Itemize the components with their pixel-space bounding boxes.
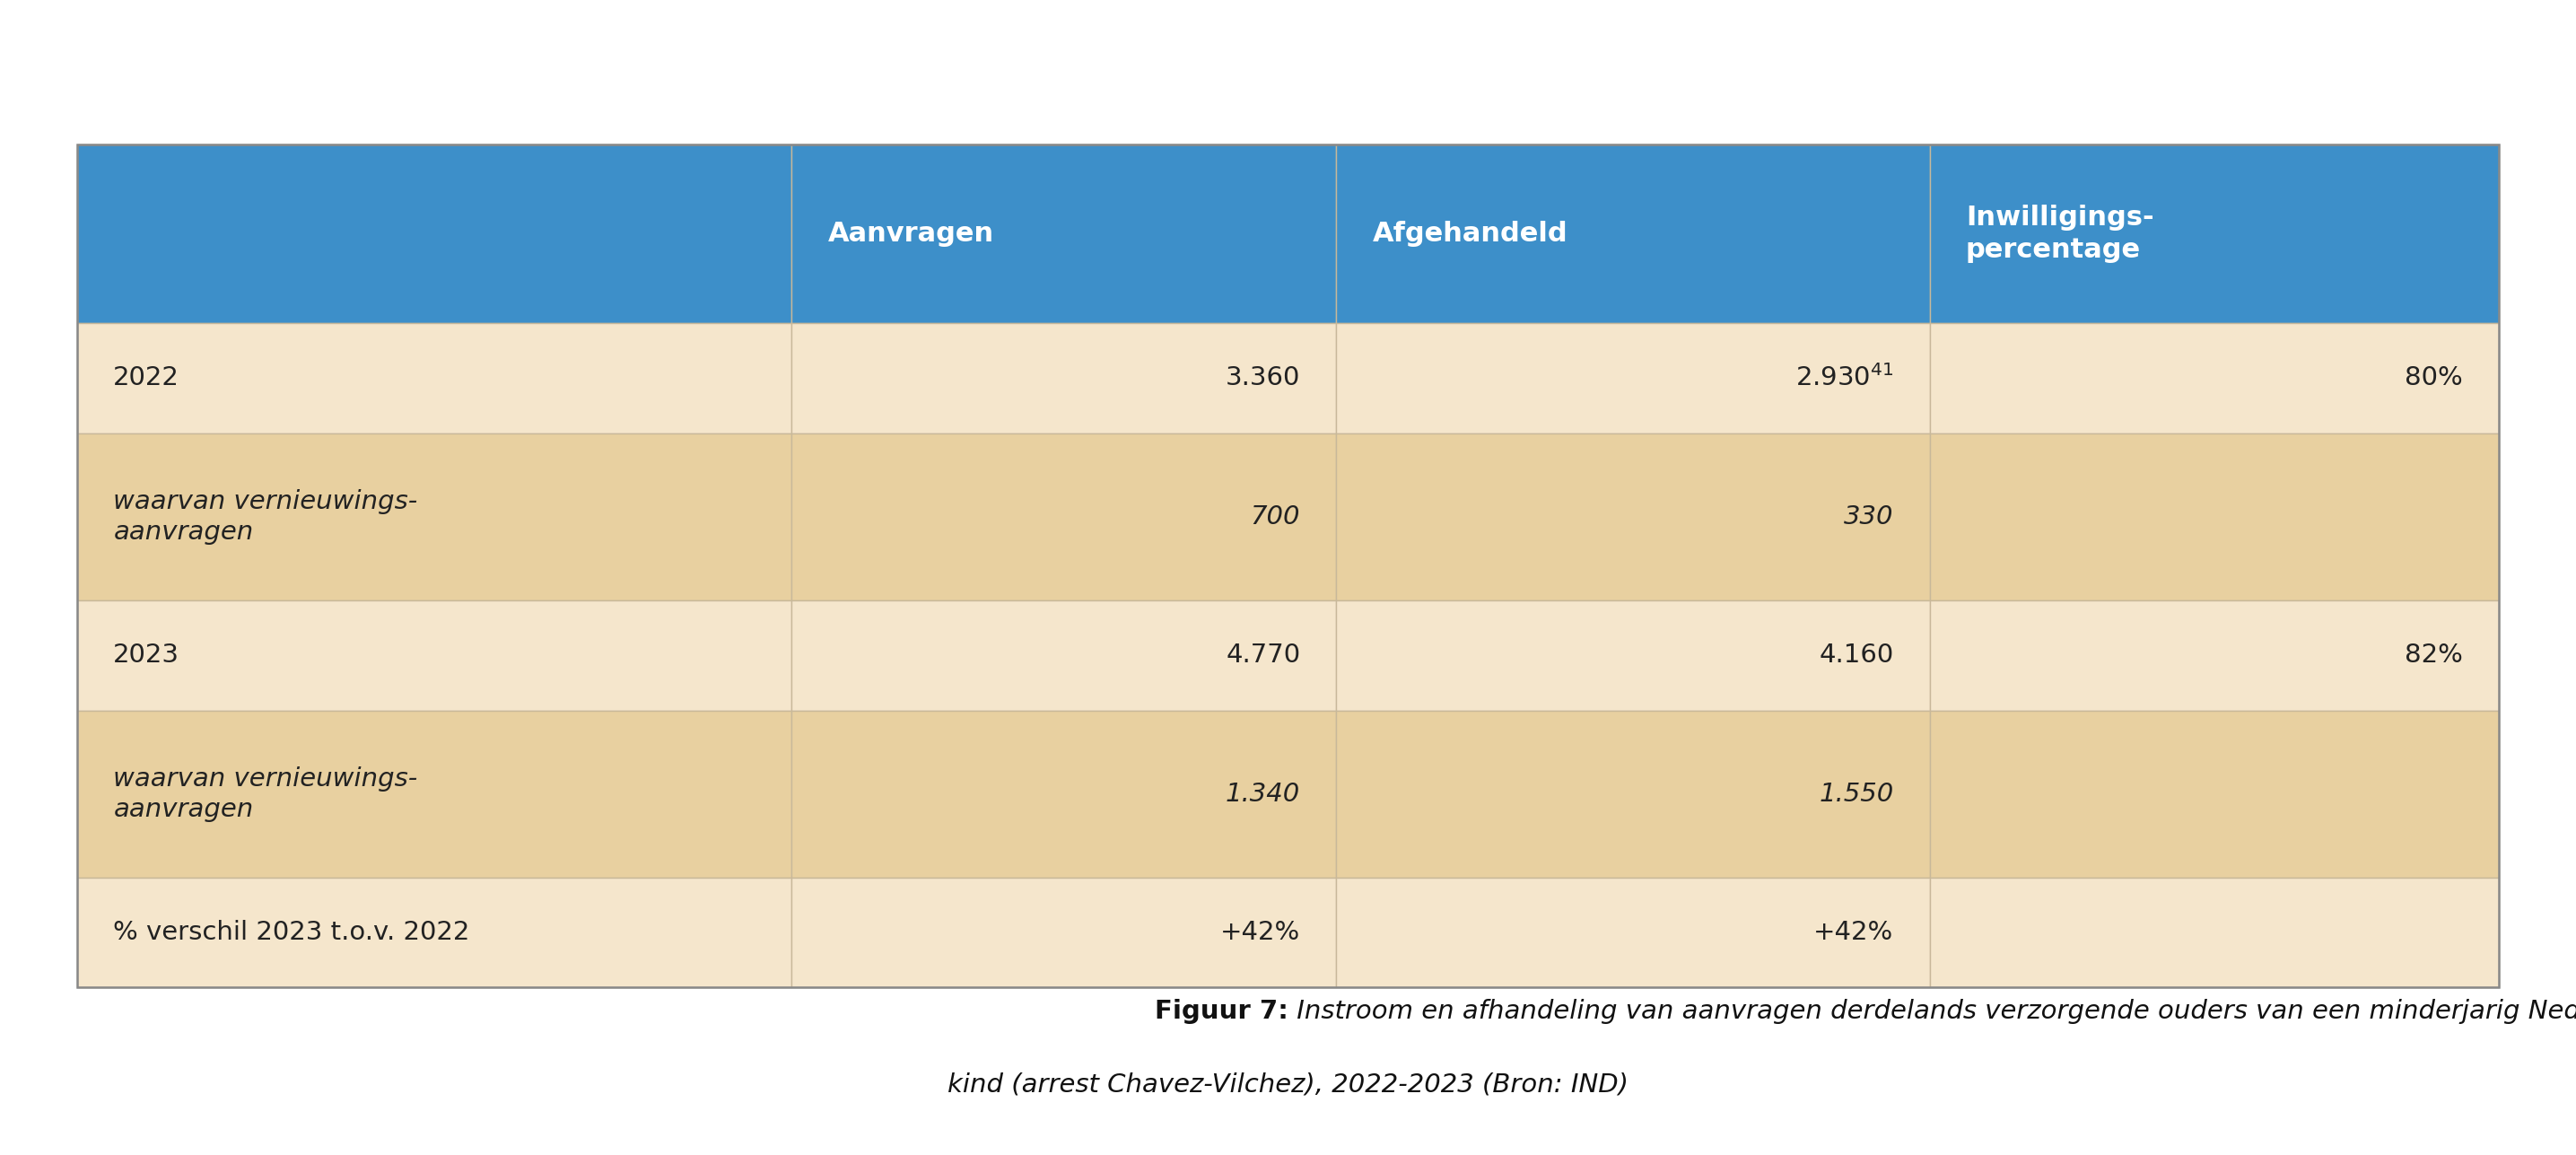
Bar bbox=[791, 710, 1337, 878]
Bar bbox=[1929, 323, 2499, 433]
Bar bbox=[1929, 878, 2499, 988]
Text: 80%: 80% bbox=[2403, 366, 2463, 390]
Text: waarvan vernieuwings-
aanvragen: waarvan vernieuwings- aanvragen bbox=[113, 767, 417, 821]
Bar bbox=[791, 144, 1337, 323]
Bar bbox=[791, 323, 1337, 433]
Text: Instroom en afhandeling van aanvragen derdelands verzorgende ouders van een mind: Instroom en afhandeling van aanvragen de… bbox=[1288, 999, 2576, 1024]
Bar bbox=[1337, 601, 1929, 710]
Text: 2.930$^{41}$: 2.930$^{41}$ bbox=[1795, 365, 1893, 392]
Bar bbox=[77, 144, 791, 323]
Text: 3.360: 3.360 bbox=[1226, 366, 1301, 390]
Bar bbox=[1337, 144, 1929, 323]
Text: 4.770: 4.770 bbox=[1226, 643, 1301, 668]
Text: 82%: 82% bbox=[2403, 643, 2463, 668]
Text: Figuur 7:: Figuur 7: bbox=[1154, 999, 1288, 1024]
Text: kind (arrest Chavez-Vilchez), 2022-2023 (Bron: IND): kind (arrest Chavez-Vilchez), 2022-2023 … bbox=[948, 1072, 1628, 1097]
Text: 1.340: 1.340 bbox=[1226, 782, 1301, 806]
Text: Afgehandeld: Afgehandeld bbox=[1373, 221, 1569, 247]
Text: 2022: 2022 bbox=[113, 366, 180, 390]
Text: Inwilligings-
percentage: Inwilligings- percentage bbox=[1965, 204, 2154, 263]
Bar bbox=[1929, 144, 2499, 323]
Bar bbox=[1929, 601, 2499, 710]
Bar bbox=[77, 601, 791, 710]
Text: +42%: +42% bbox=[1221, 921, 1301, 945]
Text: 1.550: 1.550 bbox=[1819, 782, 1893, 806]
Bar bbox=[791, 433, 1337, 601]
Bar bbox=[77, 144, 2499, 988]
Text: 4.160: 4.160 bbox=[1819, 643, 1893, 668]
Text: +42%: +42% bbox=[1814, 921, 1893, 945]
Bar bbox=[1929, 433, 2499, 601]
Bar bbox=[1929, 710, 2499, 878]
Bar bbox=[77, 323, 791, 433]
Text: 700: 700 bbox=[1249, 505, 1301, 529]
Bar bbox=[791, 601, 1337, 710]
Text: waarvan vernieuwings-
aanvragen: waarvan vernieuwings- aanvragen bbox=[113, 490, 417, 544]
Bar bbox=[1337, 323, 1929, 433]
Bar bbox=[1337, 710, 1929, 878]
Bar bbox=[77, 878, 791, 988]
Bar bbox=[1337, 433, 1929, 601]
Bar bbox=[791, 878, 1337, 988]
Bar bbox=[1337, 878, 1929, 988]
Text: 330: 330 bbox=[1844, 505, 1893, 529]
Bar bbox=[77, 710, 791, 878]
Text: 2023: 2023 bbox=[113, 643, 180, 668]
Bar bbox=[77, 433, 791, 601]
Text: % verschil 2023 t.o.v. 2022: % verschil 2023 t.o.v. 2022 bbox=[113, 921, 469, 945]
Text: Aanvragen: Aanvragen bbox=[827, 221, 994, 247]
